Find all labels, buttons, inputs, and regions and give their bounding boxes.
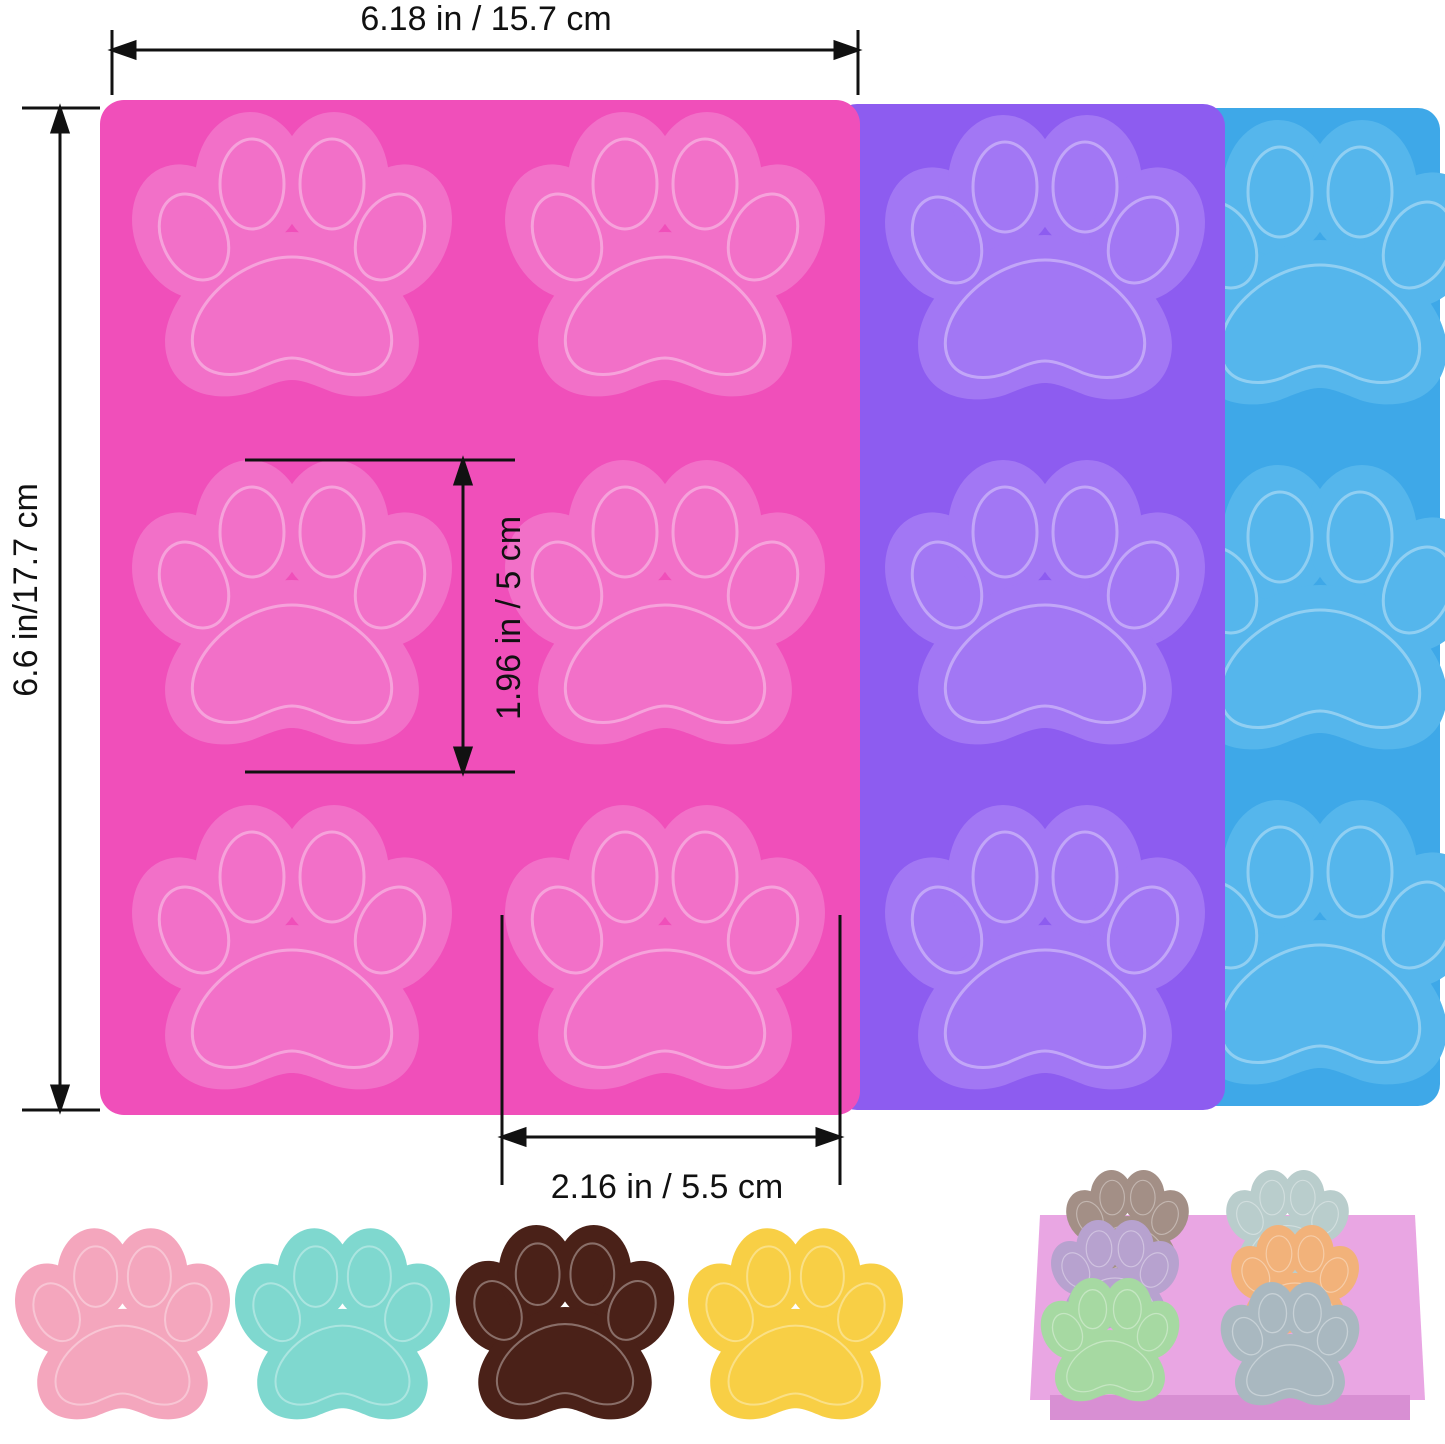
pink-treat (15, 1228, 230, 1421)
brown-treat (455, 1225, 675, 1421)
dimension-lines (22, 30, 863, 1185)
height-label: 6.6 in/17.7 cm (7, 483, 45, 697)
teal-treat (235, 1228, 450, 1421)
mini-tray-photo (1030, 1170, 1425, 1420)
purple-tray-cavities (885, 115, 1205, 1091)
yellow-treat (688, 1228, 903, 1421)
cavity-height-label: 1.96 in / 5 cm (490, 516, 528, 720)
treat-samples (15, 1225, 903, 1421)
width-label: 6.18 in / 15.7 cm (360, 0, 611, 38)
cavity-width-label: 2.16 in / 5.5 cm (551, 1168, 783, 1206)
